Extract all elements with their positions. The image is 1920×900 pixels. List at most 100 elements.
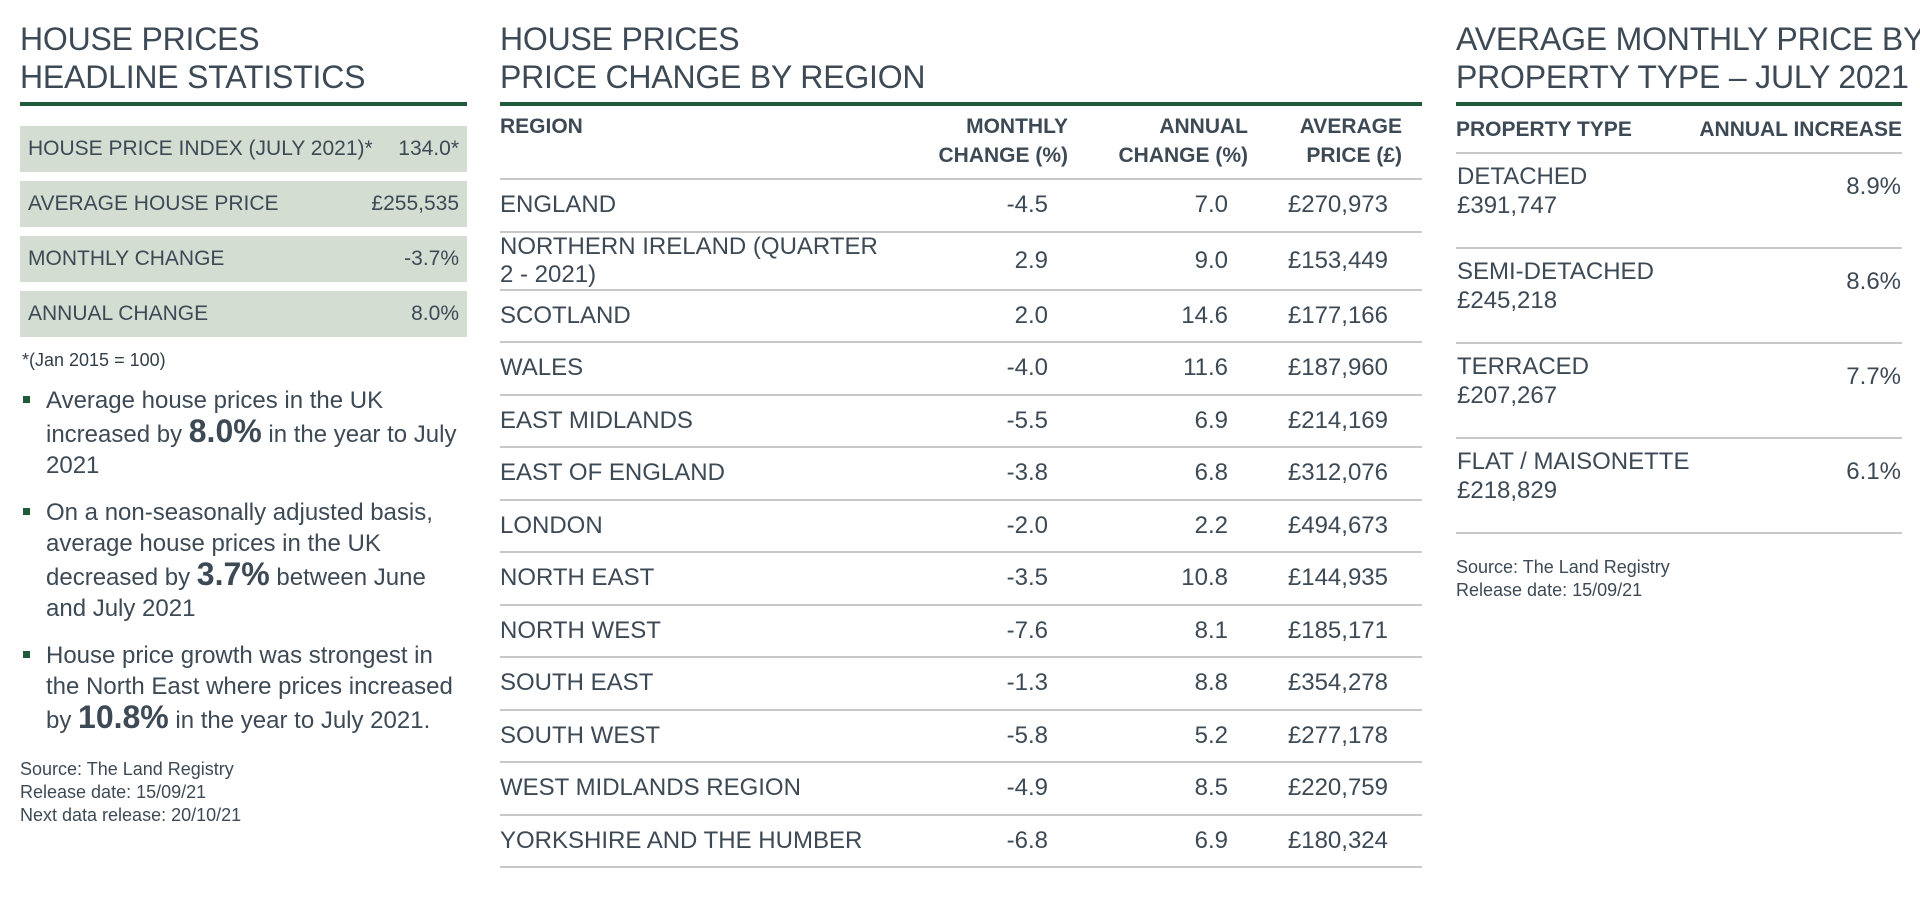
average-price-value: £220,759	[1248, 761, 1422, 815]
region-table-body: ENGLAND -4.5 7.0 £270,973 NORTHERN IRELAND (…	[500, 178, 1422, 868]
region-name: NORTHERN IRELAND (QUARTER 2 - 2021)	[500, 230, 890, 290]
property-type-cell: FLAT / MAISONETTE £218,829	[1456, 437, 1696, 534]
annual-change-value: 7.0	[1068, 178, 1248, 232]
region-name: EAST OF ENGLAND	[500, 446, 890, 500]
key-points-list: Average house prices in the UK increased…	[20, 385, 467, 736]
region-rule	[500, 102, 1422, 106]
table-row: SOUTH WEST -5.8 5.2 £277,178	[500, 708, 1422, 762]
annual-change-value: 6.8	[1068, 446, 1248, 500]
stat-house-price-index: HOUSE PRICE INDEX (JULY 2021)* 134.0*	[20, 126, 467, 172]
header-property-type: PROPERTY TYPE	[1456, 118, 1632, 141]
annual-change-value: 5.2	[1068, 708, 1248, 762]
monthly-change-value: -4.0	[890, 341, 1068, 395]
average-price-value: £277,178	[1248, 708, 1422, 762]
property-type-price: £245,218	[1457, 287, 1558, 314]
average-price-value: £354,278	[1248, 656, 1422, 710]
annual-change-value: 2.2	[1068, 498, 1248, 552]
region-name: WEST MIDLANDS REGION	[500, 761, 890, 815]
monthly-change-value: -2.0	[890, 498, 1068, 552]
headline-rule	[20, 102, 467, 106]
property-type-body: DETACHED £391,747 8.9% SEMI-DETACHED £245,21…	[1456, 152, 1902, 534]
region-name: NORTH EAST	[500, 551, 890, 605]
region-title: HOUSE PRICES PRICE CHANGE BY REGION	[500, 21, 926, 95]
region-name: SOUTH EAST	[500, 656, 890, 710]
average-price-value: £153,449	[1248, 230, 1422, 290]
table-row: WEST MIDLANDS REGION -4.9 8.5 £220,759	[500, 761, 1422, 815]
table-row: EAST OF ENGLAND -3.8 6.8 £312,076	[500, 446, 1422, 500]
property-type-name: DETACHED	[1457, 163, 1588, 190]
table-row: NORTH EAST -3.5 10.8 £144,935	[500, 551, 1422, 605]
monthly-change-value: 2.0	[890, 288, 1068, 342]
property-type-price: £218,829	[1457, 477, 1558, 504]
property-type-name: SEMI-DETACHED	[1457, 258, 1654, 285]
headline-source: Source: The Land Registry Release date: …	[20, 759, 242, 825]
annual-increase-value: 7.7%	[1695, 342, 1902, 438]
average-price-value: £144,935	[1248, 551, 1422, 605]
list-item: DETACHED £391,747 8.9%	[1456, 152, 1902, 248]
annual-change-value: 6.9	[1068, 393, 1248, 447]
stat-average-house-price: AVERAGE HOUSE PRICE £255,535	[20, 181, 467, 227]
annual-change-value: 8.5	[1068, 761, 1248, 815]
region-name: EAST MIDLANDS	[500, 393, 890, 447]
table-row: LONDON -2.0 2.2 £494,673	[500, 498, 1422, 552]
table-row: ENGLAND -4.5 7.0 £270,973	[500, 178, 1422, 232]
region-name: WALES	[500, 341, 890, 395]
key-point: House price growth was strongest in the …	[20, 640, 467, 736]
key-point: Average house prices in the UK increased…	[20, 385, 467, 481]
average-price-value: £177,166	[1248, 288, 1422, 342]
monthly-change-value: -7.6	[890, 603, 1068, 657]
average-price-value: £214,169	[1248, 393, 1422, 447]
table-row: YORKSHIRE AND THE HUMBER -6.8 6.9 £180,324	[500, 813, 1422, 868]
annual-change-value: 8.8	[1068, 656, 1248, 710]
monthly-change-value: -4.5	[890, 178, 1068, 232]
average-price-value: £312,076	[1248, 446, 1422, 500]
list-item: FLAT / MAISONETTE £218,829 6.1%	[1456, 437, 1902, 534]
table-row: WALES -4.0 11.6 £187,960	[500, 341, 1422, 395]
monthly-change-value: -6.8	[890, 813, 1068, 868]
region-name: NORTH WEST	[500, 603, 890, 657]
property-type-table: PROPERTY TYPE ANNUAL INCREASE DETACHED £3…	[1456, 106, 1902, 534]
property-type-name: FLAT / MAISONETTE	[1457, 448, 1690, 475]
annual-change-value: 14.6	[1068, 288, 1248, 342]
property-type-cell: DETACHED £391,747	[1456, 152, 1696, 248]
list-item: TERRACED £207,267 7.7%	[1456, 342, 1902, 438]
header-monthly-change: MONTHLY CHANGE (%)	[938, 115, 1069, 167]
monthly-change-value: 2.9	[890, 230, 1068, 290]
monthly-change-value: -5.5	[890, 393, 1068, 447]
region-table: REGION MONTHLY CHANGE (%) ANNUAL CHANGE (%…	[500, 106, 1422, 868]
table-row: SCOTLAND 2.0 14.6 £177,166	[500, 288, 1422, 342]
annual-change-value: 8.1	[1068, 603, 1248, 657]
stat-monthly-change: MONTHLY CHANGE -3.7%	[20, 236, 467, 282]
property-type-rule	[1456, 102, 1902, 106]
list-item: SEMI-DETACHED £245,218 8.6%	[1456, 247, 1902, 343]
region-name: YORKSHIRE AND THE HUMBER	[500, 813, 890, 868]
region-name: SCOTLAND	[500, 288, 890, 342]
header-average-price: AVERAGE PRICE (£)	[1299, 115, 1402, 167]
monthly-change-value: -5.8	[890, 708, 1068, 762]
property-type-header: PROPERTY TYPE ANNUAL INCREASE	[1456, 106, 1902, 153]
region-name: SOUTH WEST	[500, 708, 890, 762]
table-row: EAST MIDLANDS -5.5 6.9 £214,169	[500, 393, 1422, 447]
stat-annual-change: ANNUAL CHANGE 8.0%	[20, 291, 467, 337]
headline-title: HOUSE PRICES HEADLINE STATISTICS	[20, 21, 366, 95]
annual-increase-value: 8.6%	[1695, 247, 1902, 343]
region-section: HOUSE PRICES PRICE CHANGE BY REGION REGI…	[500, 20, 1422, 868]
average-price-value: £187,960	[1248, 341, 1422, 395]
annual-change-value: 9.0	[1068, 230, 1248, 290]
region-table-header: REGION MONTHLY CHANGE (%) ANNUAL CHANGE (%…	[500, 106, 1422, 179]
property-type-source: Source: The Land Registry Release date: …	[1456, 557, 1670, 600]
annual-change-value: 10.8	[1068, 551, 1248, 605]
annual-change-value: 11.6	[1068, 341, 1248, 395]
average-price-value: £270,973	[1248, 178, 1422, 232]
monthly-change-value: -4.9	[890, 761, 1068, 815]
index-footnote: *(Jan 2015 = 100)	[22, 350, 166, 370]
monthly-change-value: -3.8	[890, 446, 1068, 500]
header-region: REGION	[500, 115, 583, 138]
key-point: On a non-seasonally adjusted basis, aver…	[20, 497, 467, 624]
property-type-section: AVERAGE MONTHLY PRICE BY PROPERTY TYPE –…	[1456, 20, 1920, 602]
table-row: SOUTH EAST -1.3 8.8 £354,278	[500, 656, 1422, 710]
average-price-value: £185,171	[1248, 603, 1422, 657]
property-type-cell: SEMI-DETACHED £245,218	[1456, 247, 1696, 343]
property-type-cell: TERRACED £207,267	[1456, 342, 1696, 438]
property-type-price: £207,267	[1457, 382, 1558, 409]
